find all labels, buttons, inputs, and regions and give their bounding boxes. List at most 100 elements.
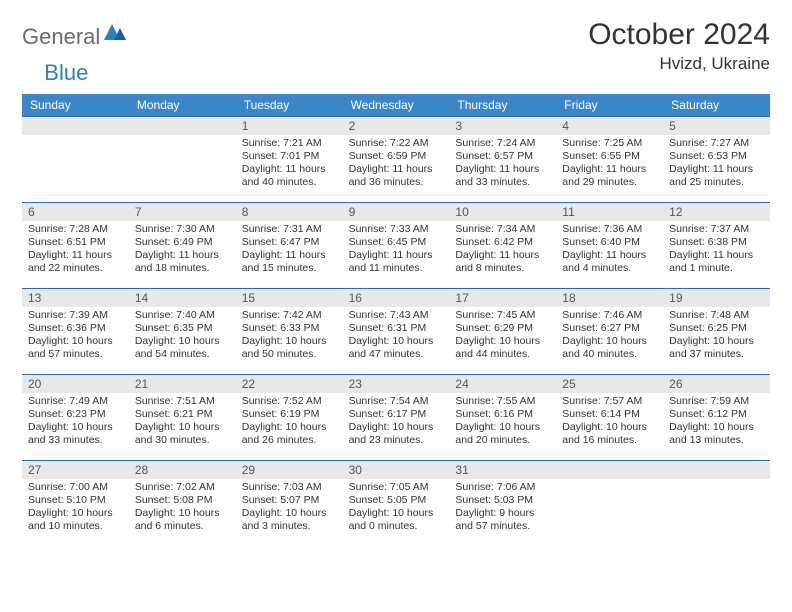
weekday-header: Friday [556, 94, 663, 116]
day-number: 12 [663, 203, 770, 221]
sunrise-line: Sunrise: 7:54 AM [349, 395, 444, 408]
sunset-line: Sunset: 6:16 PM [455, 408, 550, 421]
day-number: 21 [129, 375, 236, 393]
calendar-cell: 4Sunrise: 7:25 AMSunset: 6:55 PMDaylight… [556, 116, 663, 202]
day-number: 25 [556, 375, 663, 393]
sunset-line: Sunset: 6:35 PM [135, 322, 230, 335]
day-number: 13 [22, 289, 129, 307]
day-details: Sunrise: 7:37 AMSunset: 6:38 PMDaylight:… [663, 221, 770, 280]
sunset-line: Sunset: 6:19 PM [242, 408, 337, 421]
daylight-line: Daylight: 11 hours and 40 minutes. [242, 163, 337, 189]
sunrise-line: Sunrise: 7:40 AM [135, 309, 230, 322]
day-number: 2 [343, 117, 450, 135]
day-number [22, 117, 129, 135]
day-details: Sunrise: 7:34 AMSunset: 6:42 PMDaylight:… [449, 221, 556, 280]
sunrise-line: Sunrise: 7:28 AM [28, 223, 123, 236]
calendar-cell [129, 116, 236, 202]
day-number: 17 [449, 289, 556, 307]
daylight-line: Daylight: 10 hours and 0 minutes. [349, 507, 444, 533]
sunrise-line: Sunrise: 7:45 AM [455, 309, 550, 322]
sunrise-line: Sunrise: 7:27 AM [669, 137, 764, 150]
sunrise-line: Sunrise: 7:06 AM [455, 481, 550, 494]
daylight-line: Daylight: 11 hours and 15 minutes. [242, 249, 337, 275]
sunrise-line: Sunrise: 7:59 AM [669, 395, 764, 408]
sunrise-line: Sunrise: 7:57 AM [562, 395, 657, 408]
day-details: Sunrise: 7:28 AMSunset: 6:51 PMDaylight:… [22, 221, 129, 280]
daylight-line: Daylight: 10 hours and 10 minutes. [28, 507, 123, 533]
sunset-line: Sunset: 6:14 PM [562, 408, 657, 421]
day-details: Sunrise: 7:49 AMSunset: 6:23 PMDaylight:… [22, 393, 129, 452]
sunset-line: Sunset: 6:17 PM [349, 408, 444, 421]
sunrise-line: Sunrise: 7:39 AM [28, 309, 123, 322]
sunset-line: Sunset: 5:05 PM [349, 494, 444, 507]
weekday-header-row: Sunday Monday Tuesday Wednesday Thursday… [22, 94, 770, 116]
day-number [556, 461, 663, 479]
day-number: 11 [556, 203, 663, 221]
daylight-line: Daylight: 11 hours and 1 minute. [669, 249, 764, 275]
day-details: Sunrise: 7:48 AMSunset: 6:25 PMDaylight:… [663, 307, 770, 366]
calendar-cell: 9Sunrise: 7:33 AMSunset: 6:45 PMDaylight… [343, 202, 450, 288]
daylight-line: Daylight: 10 hours and 13 minutes. [669, 421, 764, 447]
day-number: 31 [449, 461, 556, 479]
calendar-cell: 31Sunrise: 7:06 AMSunset: 5:03 PMDayligh… [449, 460, 556, 546]
daylight-line: Daylight: 11 hours and 11 minutes. [349, 249, 444, 275]
calendar-grid: 1Sunrise: 7:21 AMSunset: 7:01 PMDaylight… [22, 116, 770, 546]
day-details: Sunrise: 7:45 AMSunset: 6:29 PMDaylight:… [449, 307, 556, 366]
sunset-line: Sunset: 5:07 PM [242, 494, 337, 507]
daylight-line: Daylight: 11 hours and 29 minutes. [562, 163, 657, 189]
calendar-cell: 19Sunrise: 7:48 AMSunset: 6:25 PMDayligh… [663, 288, 770, 374]
calendar-cell: 7Sunrise: 7:30 AMSunset: 6:49 PMDaylight… [129, 202, 236, 288]
calendar-cell: 20Sunrise: 7:49 AMSunset: 6:23 PMDayligh… [22, 374, 129, 460]
sunrise-line: Sunrise: 7:05 AM [349, 481, 444, 494]
day-details: Sunrise: 7:27 AMSunset: 6:53 PMDaylight:… [663, 135, 770, 194]
day-details: Sunrise: 7:03 AMSunset: 5:07 PMDaylight:… [236, 479, 343, 538]
sunset-line: Sunset: 5:03 PM [455, 494, 550, 507]
day-details: Sunrise: 7:33 AMSunset: 6:45 PMDaylight:… [343, 221, 450, 280]
daylight-line: Daylight: 10 hours and 54 minutes. [135, 335, 230, 361]
sunset-line: Sunset: 6:36 PM [28, 322, 123, 335]
sunrise-line: Sunrise: 7:52 AM [242, 395, 337, 408]
day-number: 8 [236, 203, 343, 221]
day-number: 18 [556, 289, 663, 307]
brand-word2: Blue [44, 60, 88, 86]
daylight-line: Daylight: 11 hours and 22 minutes. [28, 249, 123, 275]
daylight-line: Daylight: 11 hours and 36 minutes. [349, 163, 444, 189]
calendar-cell: 18Sunrise: 7:46 AMSunset: 6:27 PMDayligh… [556, 288, 663, 374]
calendar-cell: 28Sunrise: 7:02 AMSunset: 5:08 PMDayligh… [129, 460, 236, 546]
day-number [129, 117, 236, 135]
daylight-line: Daylight: 9 hours and 57 minutes. [455, 507, 550, 533]
calendar-cell: 2Sunrise: 7:22 AMSunset: 6:59 PMDaylight… [343, 116, 450, 202]
sunrise-line: Sunrise: 7:37 AM [669, 223, 764, 236]
sunrise-line: Sunrise: 7:00 AM [28, 481, 123, 494]
daylight-line: Daylight: 10 hours and 33 minutes. [28, 421, 123, 447]
calendar-cell: 17Sunrise: 7:45 AMSunset: 6:29 PMDayligh… [449, 288, 556, 374]
calendar-cell: 14Sunrise: 7:40 AMSunset: 6:35 PMDayligh… [129, 288, 236, 374]
calendar-cell: 22Sunrise: 7:52 AMSunset: 6:19 PMDayligh… [236, 374, 343, 460]
calendar-cell: 24Sunrise: 7:55 AMSunset: 6:16 PMDayligh… [449, 374, 556, 460]
day-details: Sunrise: 7:39 AMSunset: 6:36 PMDaylight:… [22, 307, 129, 366]
day-number: 27 [22, 461, 129, 479]
sunrise-line: Sunrise: 7:55 AM [455, 395, 550, 408]
sunset-line: Sunset: 6:25 PM [669, 322, 764, 335]
sunset-line: Sunset: 6:49 PM [135, 236, 230, 249]
sunset-line: Sunset: 6:45 PM [349, 236, 444, 249]
sunrise-line: Sunrise: 7:49 AM [28, 395, 123, 408]
calendar-cell: 13Sunrise: 7:39 AMSunset: 6:36 PMDayligh… [22, 288, 129, 374]
sunset-line: Sunset: 6:57 PM [455, 150, 550, 163]
daylight-line: Daylight: 10 hours and 44 minutes. [455, 335, 550, 361]
calendar-cell: 11Sunrise: 7:36 AMSunset: 6:40 PMDayligh… [556, 202, 663, 288]
daylight-line: Daylight: 10 hours and 57 minutes. [28, 335, 123, 361]
sunrise-line: Sunrise: 7:48 AM [669, 309, 764, 322]
sunrise-line: Sunrise: 7:36 AM [562, 223, 657, 236]
daylight-line: Daylight: 11 hours and 4 minutes. [562, 249, 657, 275]
daylight-line: Daylight: 11 hours and 25 minutes. [669, 163, 764, 189]
sunrise-line: Sunrise: 7:33 AM [349, 223, 444, 236]
sunrise-line: Sunrise: 7:42 AM [242, 309, 337, 322]
sunset-line: Sunset: 5:10 PM [28, 494, 123, 507]
day-details: Sunrise: 7:42 AMSunset: 6:33 PMDaylight:… [236, 307, 343, 366]
day-details: Sunrise: 7:06 AMSunset: 5:03 PMDaylight:… [449, 479, 556, 538]
sunset-line: Sunset: 6:23 PM [28, 408, 123, 421]
day-number: 23 [343, 375, 450, 393]
day-details: Sunrise: 7:46 AMSunset: 6:27 PMDaylight:… [556, 307, 663, 366]
day-details: Sunrise: 7:59 AMSunset: 6:12 PMDaylight:… [663, 393, 770, 452]
